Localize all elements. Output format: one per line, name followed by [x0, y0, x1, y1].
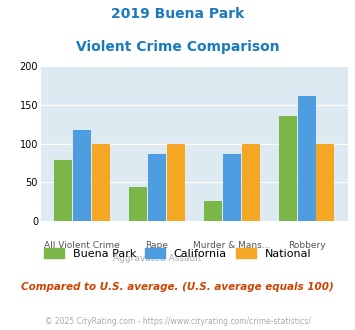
Bar: [223, 154, 241, 221]
Bar: [279, 116, 297, 221]
Bar: [129, 187, 147, 221]
Text: Murder & Mans...: Murder & Mans...: [193, 241, 271, 249]
Text: Violent Crime Comparison: Violent Crime Comparison: [76, 40, 279, 53]
Bar: [204, 201, 222, 221]
Legend: Buena Park, California, National: Buena Park, California, National: [44, 248, 311, 259]
Text: © 2025 CityRating.com - https://www.cityrating.com/crime-statistics/: © 2025 CityRating.com - https://www.city…: [45, 317, 310, 326]
Bar: [298, 96, 316, 221]
Bar: [73, 130, 91, 221]
Bar: [241, 144, 260, 221]
Bar: [54, 160, 72, 221]
Text: All Violent Crime: All Violent Crime: [44, 241, 120, 249]
Text: 2019 Buena Park: 2019 Buena Park: [111, 7, 244, 20]
Bar: [92, 144, 110, 221]
Text: Aggravated Assault: Aggravated Assault: [113, 254, 201, 263]
Text: Compared to U.S. average. (U.S. average equals 100): Compared to U.S. average. (U.S. average …: [21, 282, 334, 292]
Bar: [166, 144, 185, 221]
Bar: [316, 144, 334, 221]
Bar: [148, 154, 166, 221]
Text: Robbery: Robbery: [288, 241, 326, 249]
Text: Rape: Rape: [146, 241, 168, 249]
